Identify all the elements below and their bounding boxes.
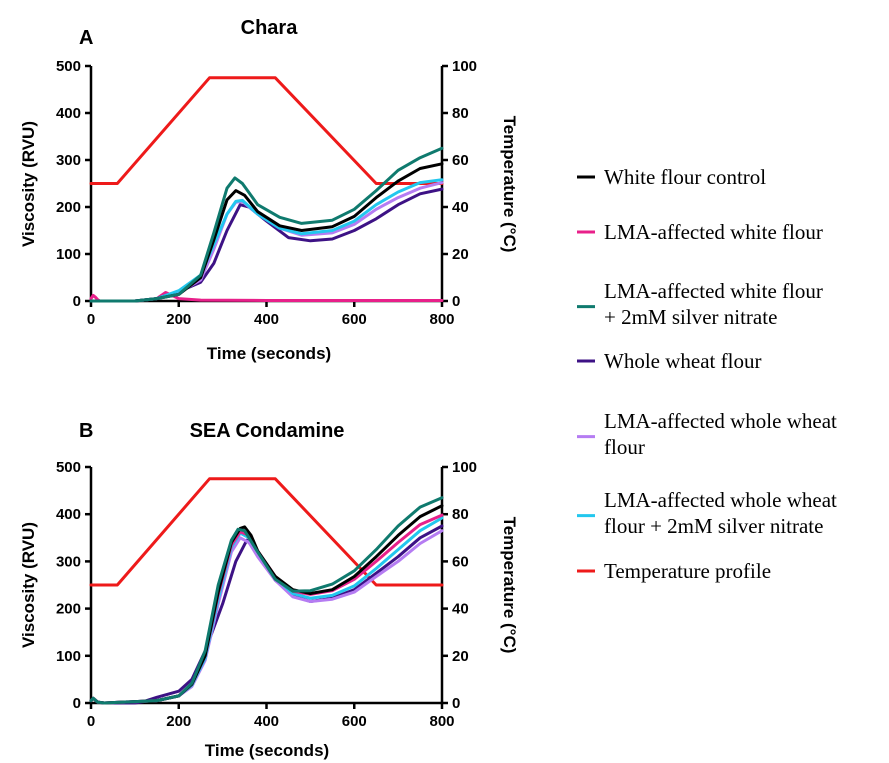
series-line-temperature [89,477,444,587]
series-line-lma-whole [89,181,444,303]
axes: 0 100 200 300 400 500 0 20 40 60 80 100 0 200 400 600 80… [56,459,477,730]
series-line-lma-white-silver [89,146,444,303]
y2-tick-label: 40 [452,199,469,216]
chart-title: Chara [241,17,299,39]
y2-tick-label: 0 [452,695,460,712]
y-tick-label: 200 [56,601,81,618]
y2-tick-label: 20 [452,246,469,263]
x-tick-label: 0 [87,311,95,328]
y2-axis-title: Temperature (°C) [500,116,519,253]
y2-tick-label: 60 [452,152,469,169]
x-tick-label: 600 [342,713,367,730]
legend-label: Temperature profile [604,559,771,583]
legend-label: flour + 2mM silver nitrate [604,514,823,538]
x-tick-label: 800 [429,311,454,328]
y-tick-label: 100 [56,648,81,665]
x-axis-title: Time (seconds) [207,344,331,363]
x-tick-label: 800 [429,713,454,730]
y2-tick-label: 80 [452,506,469,523]
chart-panel-b: B SEA Condamine Time (seconds) Viscosity… [19,420,519,760]
y2-tick-label: 100 [452,459,477,476]
x-tick-label: 400 [254,311,279,328]
y-tick-label: 100 [56,246,81,263]
legend-label: LMA-affected white flour [604,279,823,303]
legend-label: Whole wheat flour [604,349,761,373]
series-line-lma-whole-silver [89,178,444,303]
legend-label: LMA-affected whole wheat [604,488,837,512]
legend-label: LMA-affected whole wheat [604,409,837,433]
series-group [89,76,444,303]
x-tick-label: 200 [166,311,191,328]
legend-item-lma-white-silver: LMA-affected white flour+ 2mM silver nit… [577,279,823,329]
legend-item-whole-wheat: Whole wheat flour [577,349,761,373]
legend-item-temperature: Temperature profile [577,559,771,583]
axes: 0 100 200 300 400 500 0 20 40 60 80 100 0 200 400 600 80… [56,58,477,328]
y2-tick-label: 60 [452,553,469,570]
y-tick-label: 400 [56,506,81,523]
series-line-whole-wheat [89,187,444,303]
series-line-temperature [89,76,444,185]
legend: White flour control LMA-affected white fl… [577,165,837,583]
y-axis-title: Viscosity (RVU) [19,121,38,247]
y2-tick-label: 0 [452,293,460,310]
series-line-lma-white-silver [89,496,444,705]
legend-label: LMA-affected white flour [604,220,823,244]
y-tick-label: 500 [56,58,81,75]
y2-tick-label: 80 [452,105,469,122]
legend-item-white-control: White flour control [577,165,766,189]
y2-tick-label: 40 [452,601,469,618]
series-group [89,477,444,705]
y2-axis-title: Temperature (°C) [500,517,519,654]
y2-tick-label: 100 [452,58,477,75]
y-tick-label: 0 [73,695,81,712]
y-axis-title: Viscosity (RVU) [19,522,38,648]
x-tick-label: 0 [87,713,95,730]
x-tick-label: 200 [166,713,191,730]
legend-label: flour [604,435,645,459]
chart-panel-a: A Chara Time (seconds) Viscosity (RVU) T… [19,17,519,363]
y-tick-label: 200 [56,199,81,216]
y-tick-label: 500 [56,459,81,476]
y-tick-label: 300 [56,553,81,570]
legend-item-lma-white: LMA-affected white flour [577,220,823,244]
y-tick-label: 400 [56,105,81,122]
chart-title: SEA Condamine [190,420,345,442]
panel-label: B [79,420,93,442]
x-axis-title: Time (seconds) [205,741,329,760]
panel-label: A [79,27,93,49]
x-tick-label: 400 [254,713,279,730]
x-tick-label: 600 [342,311,367,328]
y-tick-label: 0 [73,293,81,310]
legend-label: White flour control [604,165,766,189]
legend-label: + 2mM silver nitrate [604,305,777,329]
y2-tick-label: 20 [452,648,469,665]
y-tick-label: 300 [56,152,81,169]
